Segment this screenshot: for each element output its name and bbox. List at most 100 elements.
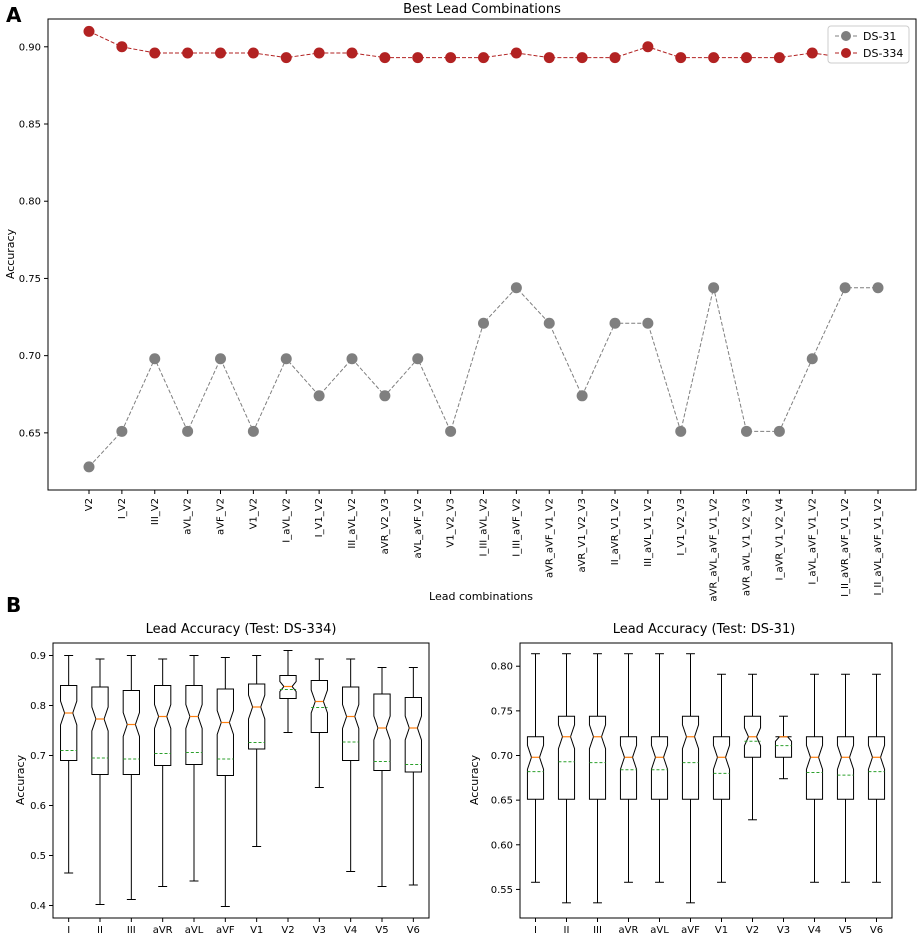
legend-ds31-label: DS-31 xyxy=(863,30,896,43)
chartb2-ytick-label: 0.65 xyxy=(491,796,513,807)
box-body xyxy=(650,736,669,800)
data-point-ds-31 xyxy=(510,282,522,294)
chart-a-xtick-label: I_III_aVF_V2 xyxy=(511,498,522,557)
chart-b1-ylabel: Accuracy xyxy=(14,754,27,805)
chart-a-ytick-label: 0.65 xyxy=(19,428,41,439)
chartb1-xtick-label: I xyxy=(67,925,70,936)
chartb2-xtick-label: aVL xyxy=(650,925,669,936)
data-point-ds-31 xyxy=(675,425,687,437)
data-point-ds-31 xyxy=(576,390,588,402)
box-body xyxy=(836,736,855,800)
legend-ds31-marker xyxy=(841,31,851,41)
chartb1-ytick-label: 0.4 xyxy=(30,901,46,912)
chart-b2-y-axis: 0.55 0.60 0.65 0.70 0.75 0.80 xyxy=(491,662,520,896)
chart-a-ytick-label: 0.80 xyxy=(19,197,41,208)
data-point-ds-31 xyxy=(412,353,424,365)
chart-a-xtick-label: I_V2 xyxy=(117,498,128,519)
chartb2-xtick-label: V6 xyxy=(870,925,883,936)
data-point-ds-31 xyxy=(247,425,259,437)
data-point-ds-334 xyxy=(313,47,325,59)
chartb1-xtick-label: V3 xyxy=(313,925,326,936)
chart-a-xtick-label: III_aVL_V1_V2 xyxy=(643,498,654,567)
series-line-ds-31 xyxy=(88,286,878,468)
box-body xyxy=(404,697,422,773)
chartb1-ytick-label: 0.5 xyxy=(30,851,46,862)
chartb1-xtick-label: aVR xyxy=(153,925,173,936)
box-body xyxy=(373,693,391,771)
data-point-ds-334 xyxy=(83,25,95,37)
box-body xyxy=(60,685,78,761)
chartb1-xtick-label: II xyxy=(97,925,103,936)
chart-a-xtick-label: III_V2 xyxy=(150,498,161,525)
data-point-ds-31 xyxy=(478,317,489,329)
data-point-ds-31 xyxy=(83,461,95,473)
data-point-ds-334 xyxy=(510,47,522,59)
chartb1-ytick-label: 0.7 xyxy=(30,751,46,762)
box-body xyxy=(342,686,360,761)
data-point-ds-334 xyxy=(149,47,161,59)
data-point-ds-31 xyxy=(116,425,128,437)
chart-a-ylabel: Accuracy xyxy=(4,228,17,279)
data-point-ds-334 xyxy=(806,47,818,59)
data-point-ds-31 xyxy=(543,317,555,329)
chartb2-xtick-label: V4 xyxy=(808,925,821,936)
box-body xyxy=(154,685,172,766)
data-point-ds-31 xyxy=(642,317,654,329)
chart-a-ytick-label: 0.90 xyxy=(19,42,41,53)
chartb2-xtick-label: V1 xyxy=(715,925,728,936)
data-point-ds-31 xyxy=(806,353,818,365)
chart-a-xtick-label: aVL_aVF_V2 xyxy=(413,498,424,558)
chartb1-xtick-label: V1 xyxy=(250,925,263,936)
data-point-ds-31 xyxy=(708,282,720,294)
data-point-ds-334 xyxy=(609,52,621,64)
box-body xyxy=(310,680,328,733)
chart-a-xtick-label: aVR_V1_V2_V3 xyxy=(577,498,588,573)
box-body xyxy=(122,690,140,775)
legend-ds334-marker xyxy=(841,48,851,58)
lead-accuracy-ds31-chart: Lead Accuracy (Test: DS-31) 0.55 0.60 0.65… xyxy=(468,622,893,936)
chartb2-xtick-label: aVR xyxy=(619,925,639,936)
chart-a-x-axis: V2 I_V2 III_V2 aVL_V2 aVF_V2 V1_V2 I_aVL_V2 I_V… xyxy=(84,490,884,602)
box-body xyxy=(91,686,109,775)
chartb1-xtick-label: aVF xyxy=(216,925,235,936)
chart-b2-x-axis: I II III aVR aVL aVF V1 V2 V3 V4 V5 V6 xyxy=(534,918,883,936)
chartb1-ytick-label: 0.8 xyxy=(30,701,46,712)
data-point-ds-334 xyxy=(116,41,128,53)
box-body xyxy=(588,715,607,800)
data-point-ds-334 xyxy=(445,52,457,64)
chart-b1-frame xyxy=(52,642,430,919)
data-point-ds-31 xyxy=(839,282,851,294)
chart-a-y-axis: 0.65 0.70 0.75 0.80 0.85 0.90 xyxy=(19,42,48,439)
data-point-ds-334 xyxy=(478,52,489,64)
panel-letter-b: B xyxy=(6,593,21,617)
chart-a-xtick-label: aVR_aVL_V1_V2_V3 xyxy=(742,498,753,596)
chart-a-xlabel: Lead combinations xyxy=(429,590,533,603)
data-point-ds-31 xyxy=(379,390,391,402)
data-point-ds-334 xyxy=(675,52,687,64)
box-body xyxy=(712,736,731,800)
chartb2-ytick-label: 0.55 xyxy=(491,885,513,896)
chart-a-xtick-label: I_II_aVR_aVF_V1_V2 xyxy=(840,498,851,597)
chartb1-xtick-label: aVL xyxy=(185,925,204,936)
data-point-ds-334 xyxy=(741,52,752,64)
data-point-ds-31 xyxy=(741,425,752,437)
data-point-ds-334 xyxy=(543,52,555,64)
data-point-ds-334 xyxy=(182,47,194,59)
chart-a-xtick-label: I_III_aVL_V2 xyxy=(479,498,490,557)
chartb2-xtick-label: V2 xyxy=(746,925,759,936)
chart-a-xtick-label: I_II_aVL_aVF_V1_V2 xyxy=(873,498,884,596)
data-point-ds-334 xyxy=(773,52,785,64)
chart-a-xtick-label: III_aVL_V2 xyxy=(347,498,358,549)
chart-b2-title: Lead Accuracy (Test: DS-31) xyxy=(613,622,796,637)
box-body xyxy=(216,688,234,776)
chart-b2-frame xyxy=(519,642,893,919)
data-point-ds-334 xyxy=(576,52,588,64)
data-point-ds-334 xyxy=(247,47,259,59)
chart-a-xtick-label: V1_V2_V3 xyxy=(446,498,457,548)
data-point-ds-31 xyxy=(182,425,194,437)
chart-a-series xyxy=(83,25,884,473)
data-point-ds-31 xyxy=(445,425,457,437)
box-body xyxy=(681,715,700,800)
chartb2-xtick-label: II xyxy=(564,925,570,936)
